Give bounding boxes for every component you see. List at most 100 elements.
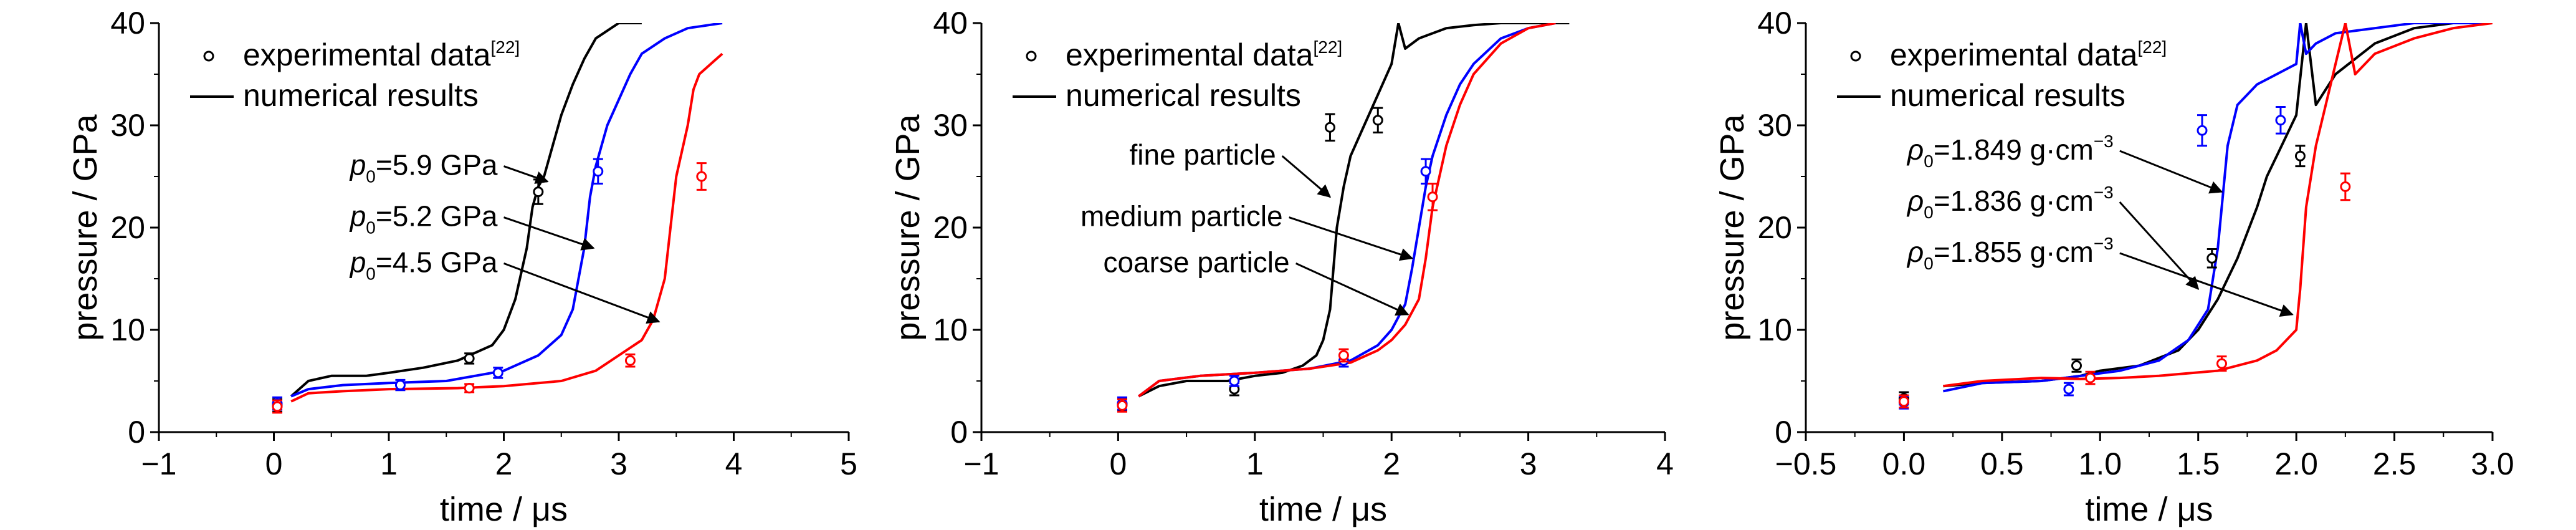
- annotation-label: ρ0=1.836 g·cm−3: [1906, 183, 2114, 222]
- data-point: [1427, 191, 1438, 203]
- annotation-label: medium particle: [1080, 200, 1283, 233]
- x-tick-label: 1.5: [2177, 446, 2220, 481]
- data-point: [492, 367, 503, 378]
- data-point: [1338, 350, 1349, 361]
- data-point: [624, 355, 636, 366]
- x-tick-label: 5: [840, 446, 857, 481]
- annotation-label: p0=5.9 GPa: [349, 149, 498, 186]
- annotation-arrow: [2119, 201, 2200, 290]
- annotation-arrow: [503, 262, 661, 324]
- series-line: [1942, 23, 2493, 393]
- y-tick-label: 10: [110, 312, 145, 347]
- y-tick-label: 20: [110, 210, 145, 245]
- data-point: [2071, 360, 2082, 371]
- x-tick-label: 0.0: [1882, 446, 1926, 481]
- x-tick-label: −0.5: [1775, 446, 1837, 481]
- annotation-label: ρ0=1.849 g·cm−3: [1906, 132, 2114, 171]
- data-point: [2294, 150, 2306, 161]
- x-tick-label: 1: [1246, 446, 1264, 481]
- annotation-arrow: [2119, 150, 2223, 194]
- legend-label-numerical: numerical results: [243, 78, 479, 113]
- x-tick-label: 0.5: [1980, 446, 2024, 481]
- legend-marker-experimental: [1026, 51, 1037, 62]
- annotation-arrow: [2119, 252, 2294, 317]
- annotation-label: ρ0=1.855 g·cm−3: [1906, 234, 2114, 273]
- x-tick-label: 3.0: [2471, 446, 2514, 481]
- y-axis-title: pressure / GPa: [1714, 113, 1751, 340]
- y-tick-label: 20: [933, 210, 968, 245]
- annotation-arrow: [503, 216, 595, 251]
- legend-marker-experimental: [203, 51, 214, 62]
- data-point: [1898, 396, 1909, 407]
- x-tick-label: 2.0: [2274, 446, 2318, 481]
- data-point: [2206, 253, 2218, 264]
- annotation-arrow: [1295, 263, 1410, 316]
- x-tick-label: 2: [1383, 446, 1400, 481]
- legend-label-numerical: numerical results: [1890, 78, 2125, 113]
- x-axis-title: time / μs: [1259, 491, 1387, 528]
- x-tick-label: 1: [380, 446, 398, 481]
- data-point: [464, 353, 475, 364]
- data-point: [1372, 115, 1383, 126]
- data-point: [464, 382, 475, 393]
- legend-label-experimental: experimental data[22]: [243, 37, 520, 72]
- annotation-label: p0=4.5 GPa: [349, 246, 498, 283]
- legend-label-numerical: numerical results: [1066, 78, 1301, 113]
- data-point: [1420, 166, 1431, 177]
- y-tick-label: 10: [933, 312, 968, 347]
- data-point: [2063, 383, 2074, 395]
- x-tick-label: 3: [610, 446, 627, 481]
- y-axis-title: pressure / GPa: [889, 113, 927, 340]
- data-point: [593, 166, 604, 177]
- x-tick-label: 4: [725, 446, 743, 481]
- legend-marker-experimental: [1850, 51, 1861, 62]
- data-point: [2197, 125, 2208, 136]
- data-point: [1324, 122, 1335, 133]
- chart-panel-3: −0.5 0.0 0.5 1.0 1.5 2.0 2.5 3.0 0 10 20 30 40 time /…: [1714, 6, 2514, 528]
- x-tick-label: 1.0: [2079, 446, 2122, 481]
- annotation-label: coarse particle: [1103, 246, 1289, 278]
- data-point: [533, 186, 544, 198]
- data-point: [272, 401, 283, 412]
- series-line: [290, 52, 723, 403]
- data-point: [394, 380, 406, 391]
- x-tick-label: −1: [141, 446, 176, 481]
- x-axis-title: time / μs: [440, 491, 568, 528]
- x-tick-label: 2: [495, 446, 513, 481]
- annotation-arrow: [503, 165, 549, 184]
- data-point: [1117, 400, 1128, 411]
- y-tick-label: 30: [1757, 108, 1792, 143]
- series-line: [290, 23, 642, 398]
- annotation-arrow: [1289, 216, 1414, 261]
- y-axis-title: pressure / GPa: [67, 113, 104, 340]
- y-tick-label: 30: [933, 108, 968, 143]
- legend-label-experimental: experimental data[22]: [1890, 37, 2167, 72]
- y-tick-label: 40: [110, 6, 145, 41]
- data-point: [2085, 372, 2096, 383]
- data-point: [2216, 358, 2227, 369]
- data-point: [1229, 375, 1240, 387]
- y-tick-label: 0: [950, 415, 968, 450]
- y-tick-label: 40: [1757, 6, 1792, 41]
- y-tick-label: 20: [1757, 210, 1792, 245]
- x-tick-label: 4: [1656, 446, 1674, 481]
- annotation-label: fine particle: [1129, 138, 1276, 171]
- data-point: [696, 171, 707, 182]
- x-tick-label: 0: [1109, 446, 1127, 481]
- series-line: [1138, 23, 1570, 398]
- y-tick-label: 30: [110, 108, 145, 143]
- y-tick-label: 40: [933, 6, 968, 41]
- series-line: [1138, 23, 1556, 398]
- x-axis-title: time / μs: [2085, 491, 2213, 528]
- y-tick-label: 0: [1775, 415, 1792, 450]
- x-tick-label: 3: [1520, 446, 1537, 481]
- y-tick-label: 10: [1757, 312, 1792, 347]
- x-tick-label: −1: [963, 446, 999, 481]
- annotation-label: p0=5.2 GPa: [349, 200, 498, 238]
- annotation-arrow: [1281, 155, 1332, 198]
- y-tick-label: 0: [128, 415, 145, 450]
- legend-label-experimental: experimental data[22]: [1066, 37, 1342, 72]
